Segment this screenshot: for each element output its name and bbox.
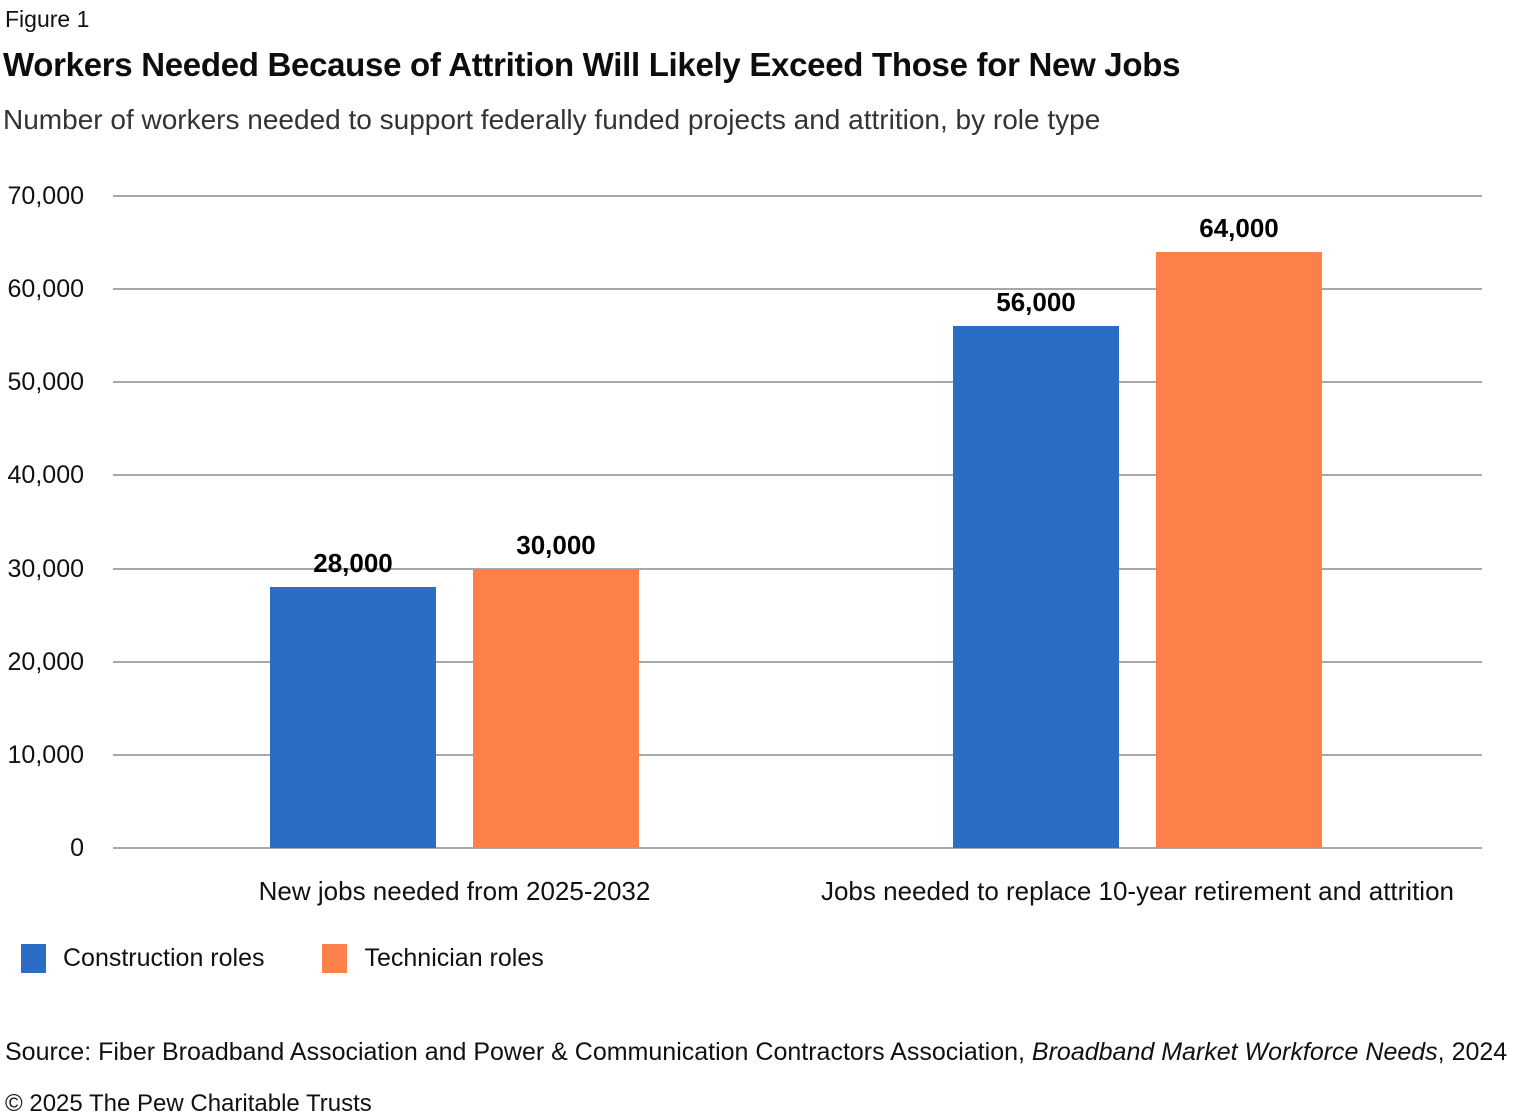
bar-construction-roles-group2 [953, 326, 1119, 848]
chart-title: Workers Needed Because of Attrition Will… [3, 46, 1181, 83]
bar-value-label-construction-roles-group1: 28,000 [313, 548, 393, 579]
source-year: , 2024 [1437, 1038, 1508, 1066]
bar-value-label-construction-roles-group2: 56,000 [996, 287, 1076, 318]
y-axis-tick-label-0: 0 [70, 834, 84, 862]
gridline-20000 [113, 660, 1482, 663]
gridline-40000 [113, 474, 1482, 477]
y-axis-tick-label-30000: 30,000 [7, 554, 84, 583]
legend-swatch-technician-roles [322, 944, 348, 973]
y-axis-tick-label-10000: 10,000 [7, 740, 84, 769]
gridline-70000 [113, 195, 1482, 197]
y-axis-tick-label-40000: 40,000 [7, 461, 84, 490]
gridline-30000 [113, 567, 1482, 570]
legend: Construction roles Technician roles [21, 944, 544, 973]
source-note: Source: Fiber Broadband Association and … [5, 1038, 1507, 1067]
gridline-50000 [113, 381, 1482, 384]
bar-value-label-technician-roles-group2: 64,000 [1199, 212, 1279, 243]
chart-subtitle: Number of workers needed to support fede… [3, 104, 1101, 135]
bar-value-label-technician-roles-group1: 30,000 [516, 529, 596, 560]
y-axis-tick-label-50000: 50,000 [7, 368, 84, 397]
legend-label-construction-roles: Construction roles [63, 944, 265, 972]
figure-label: Figure 1 [5, 6, 90, 32]
source-text: Source: Fiber Broadband Association and … [5, 1038, 1032, 1066]
gridline-0 [113, 847, 1482, 849]
x-axis-category-label-group2: Jobs needed to replace 10-year retiremen… [820, 876, 1455, 906]
gridline-60000 [113, 288, 1482, 291]
gridline-10000 [113, 753, 1482, 756]
legend-swatch-construction-roles [21, 944, 46, 973]
plot-area: 0 10,000 20,000 30,000 40,000 50,000 60,000 70,… [8, 182, 1482, 906]
bar-construction-roles-group1 [270, 587, 436, 848]
y-axis-tick-label-70000: 70,000 [7, 182, 84, 210]
x-axis-category-label-group1: New jobs needed from 2025-2032 [258, 876, 651, 906]
legend-item-construction-roles: Construction roles [21, 944, 264, 973]
y-axis-tick-label-60000: 60,000 [7, 275, 84, 304]
legend-label-technician-roles: Technician roles [364, 944, 544, 972]
source-publication-title: Broadband Market Workforce Needs [1031, 1038, 1438, 1066]
y-axis-tick-label-20000: 20,000 [7, 647, 84, 676]
legend-item-technician-roles: Technician roles [322, 944, 544, 973]
bar-technician-roles-group1 [473, 568, 639, 848]
bar-technician-roles-group2 [1156, 251, 1322, 848]
copyright-notice: © 2025 The Pew Charitable Trusts [5, 1090, 372, 1117]
